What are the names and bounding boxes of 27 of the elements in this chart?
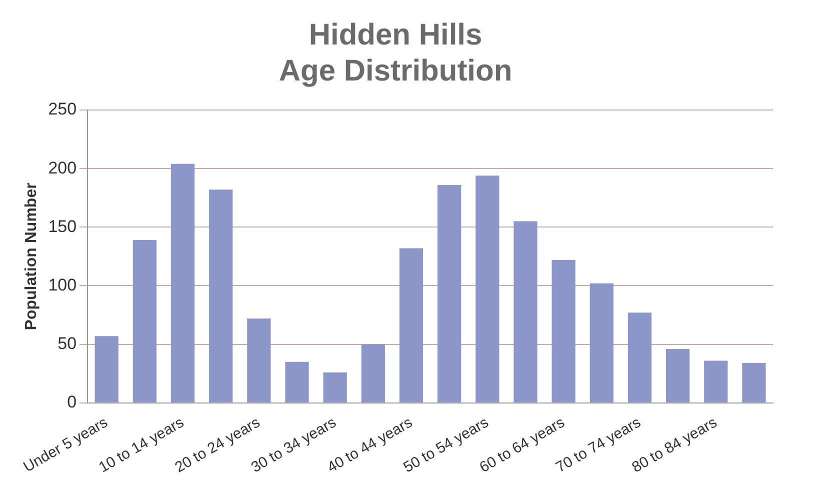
bar <box>742 363 766 402</box>
y-tick-label: 100 <box>48 275 77 294</box>
bar <box>666 348 690 402</box>
y-tick-label: 150 <box>48 216 77 236</box>
y-tick-label: 0 <box>67 392 77 412</box>
bar <box>170 164 195 402</box>
bar <box>247 318 271 402</box>
bar <box>476 176 500 402</box>
bar <box>132 240 156 402</box>
y-tick-label: 50 <box>58 334 77 353</box>
bar <box>590 283 614 402</box>
bar <box>209 190 233 402</box>
bar <box>704 360 728 402</box>
y-tick-label: 250 <box>48 100 77 119</box>
bar <box>399 248 424 402</box>
bar <box>552 260 576 402</box>
bar <box>438 184 462 402</box>
text: Hidden Hills <box>308 18 482 52</box>
bar <box>361 344 385 402</box>
text: Age Distribution <box>278 54 512 88</box>
y-axis-title: Population Number <box>23 182 40 330</box>
bar <box>285 362 309 402</box>
bar <box>323 372 347 402</box>
bar <box>628 312 652 402</box>
y-tick-label: 200 <box>48 158 77 178</box>
bar <box>514 221 538 402</box>
bar <box>94 336 118 402</box>
